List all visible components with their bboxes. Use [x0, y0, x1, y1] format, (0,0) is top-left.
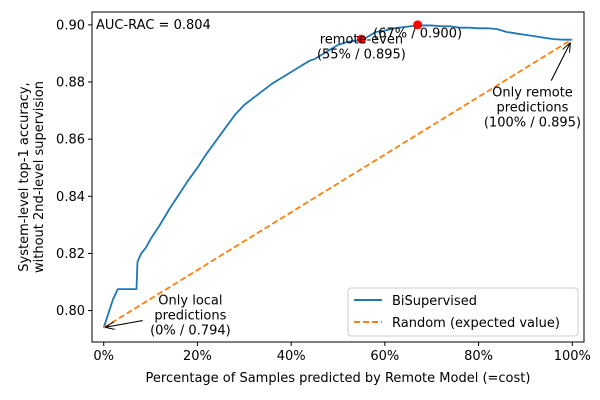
- annotation-best-point-line: (67% / 0.900): [373, 26, 462, 41]
- legend-label-bisupervised: BiSupervised: [392, 294, 477, 309]
- legend-label-random: Random (expected value): [392, 316, 560, 331]
- annotation-only-remote-arrow: [550, 43, 570, 81]
- annotation-only-local-arrow: [106, 320, 143, 328]
- y-tick-label: 0.80: [56, 304, 85, 319]
- auc-label: AUC-RAC = 0.804: [96, 18, 211, 33]
- x-tick-label: 80%: [464, 349, 493, 364]
- highlight-marker: [413, 20, 423, 30]
- annotation-only-local-line: Only local: [158, 293, 222, 308]
- annotation-only-local-line: (0% / 0.794): [150, 323, 231, 338]
- x-tick-label: 20%: [183, 349, 212, 364]
- series-line-bisupervised: [102, 23, 573, 328]
- annotation-only-remote-line: predictions: [496, 101, 568, 116]
- y-axis-label-line-2: without 2nd-level supervision: [32, 81, 47, 273]
- x-tick-label: 40%: [277, 349, 306, 364]
- x-tick-label: 100%: [554, 349, 591, 364]
- annotation-layer: remote-even(55% / 0.895) (67% / 0.900) Onl…: [106, 26, 581, 338]
- annotation-only-local-line: predictions: [154, 308, 226, 323]
- x-tick-label: 0%: [93, 349, 114, 364]
- series-layer: [102, 23, 573, 329]
- y-tick-label: 0.82: [56, 247, 85, 262]
- y-tick-label: 0.88: [56, 76, 85, 91]
- marker-layer: [356, 20, 423, 44]
- y-tick-label: 0.86: [56, 133, 85, 148]
- annotation-only-remote-line: Only remote: [492, 86, 573, 101]
- series-line-random: [103, 38, 573, 329]
- plot-area: [91, 11, 585, 343]
- x-axis-label: Percentage of Samples predicted by Remot…: [146, 371, 531, 386]
- y-tick-label: 0.84: [56, 190, 85, 205]
- legend: BiSupervised Random (expected value): [347, 287, 579, 337]
- annotation-only-remote-line: (100% / 0.895): [484, 116, 581, 131]
- annotation-remote-even-line: (55% / 0.895): [317, 47, 406, 62]
- highlight-marker: [356, 34, 366, 44]
- y-tick-label: 0.90: [56, 18, 85, 33]
- y-axis-label-line-1: System-level top-1 accuracy,: [17, 82, 32, 271]
- x-tick-label: 60%: [370, 349, 399, 364]
- annotation-remote-even-line: remote-even: [320, 32, 403, 47]
- legend-box: [347, 287, 579, 337]
- y-axis-label: System-level top-1 accuracy, without 2nd…: [17, 81, 47, 273]
- axis-ticks: 0% 20% 40% 60% 80% 100% 0.80 0.82 0.84 0.86 0.88 0.…: [56, 18, 591, 364]
